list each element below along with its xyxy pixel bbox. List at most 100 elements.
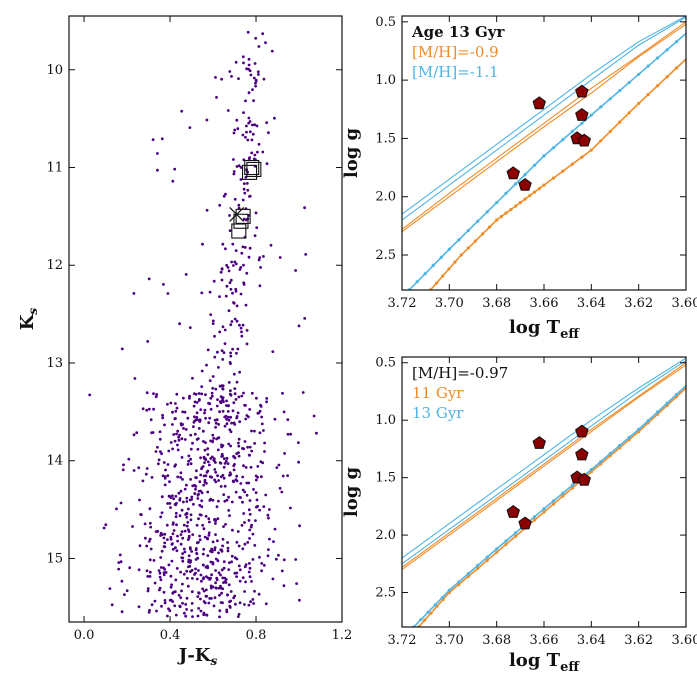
cmd-star-point	[241, 576, 245, 580]
cmd-star-point	[239, 266, 243, 269]
cmd-star-point	[197, 569, 200, 572]
cmd-star-point	[165, 523, 169, 527]
cmd-star-point	[229, 351, 233, 355]
cmd-star-point	[117, 567, 121, 571]
cmd-star-point	[239, 166, 243, 169]
isochrone-point	[674, 40, 679, 44]
cmd-star-point	[201, 523, 205, 527]
x-tick-label: 3.70	[435, 633, 464, 648]
cmd-star-point	[195, 469, 198, 473]
x-tick-label: 3.60	[672, 296, 697, 311]
target-star-marker	[518, 516, 532, 530]
cmd-star-point	[289, 506, 292, 510]
cmd-star-point	[148, 558, 152, 562]
cmd-star-point	[234, 602, 237, 606]
cmd-star-point	[187, 534, 191, 538]
cmd-star-point	[162, 571, 166, 575]
metallicity-y-axis-label: log g	[341, 127, 362, 178]
cmd-star-point	[217, 499, 220, 503]
cmd-star-point	[237, 612, 241, 616]
isochrone-point	[485, 555, 489, 559]
cmd-star-point	[156, 445, 159, 449]
cmd-star-point	[217, 571, 221, 575]
cmd-star-point	[222, 525, 225, 528]
cmd-star-point	[223, 580, 227, 583]
cmd-star-point	[199, 456, 203, 460]
cmd-star-point	[186, 576, 189, 580]
cmd-star-point	[254, 478, 258, 482]
y-tick-label: 2.0	[375, 190, 396, 205]
isochrone-point	[415, 280, 419, 284]
cmd-star-point	[185, 496, 189, 500]
isochrone-point	[485, 210, 489, 214]
target-star-marker	[532, 436, 546, 449]
cmd-star-point	[174, 463, 178, 467]
y-tick-label: 11	[46, 161, 63, 176]
cmd-star-point	[236, 530, 240, 533]
cmd-star-point	[209, 576, 213, 580]
cmd-star-point	[221, 242, 225, 246]
cmd-star-point	[235, 351, 238, 355]
cmd-star-point	[250, 138, 254, 142]
cmd-star-point	[231, 347, 235, 351]
cmd-star-point	[186, 520, 190, 524]
cmd-star-point	[178, 605, 182, 609]
cmd-star-point	[228, 281, 232, 284]
cmd-star-point	[213, 548, 217, 552]
cmd-star-point	[174, 578, 178, 582]
cmd-star-point	[230, 320, 234, 323]
cmd-star-point	[247, 570, 251, 574]
cmd-star-point	[223, 328, 227, 332]
cmd-star-point	[228, 229, 232, 233]
cmd-star-point	[174, 546, 177, 550]
target-star-marker	[506, 166, 520, 180]
isochrone-line	[402, 364, 686, 571]
isochrone-point	[542, 510, 546, 514]
cmd-star-point	[211, 562, 215, 566]
cmd-star-point	[303, 317, 307, 320]
cmd-star-point	[115, 507, 118, 511]
isochrone-line	[402, 16, 686, 221]
isochrone-point	[537, 187, 541, 191]
cmd-star-point	[175, 406, 179, 410]
cmd-star-point	[207, 533, 211, 537]
cmd-star-point	[203, 448, 207, 452]
cmd-star-point	[169, 574, 173, 578]
cmd-star-point	[229, 278, 233, 282]
cmd-star-point	[239, 326, 243, 330]
cmd-star-point	[248, 499, 252, 502]
isochrone-point	[618, 443, 622, 448]
isochrone-point	[509, 207, 513, 212]
cmd-star-point	[160, 604, 163, 608]
cmd-star-point	[220, 278, 224, 282]
isochrone-line	[402, 359, 686, 565]
cmd-star-point	[238, 268, 242, 271]
cmd-star-point	[162, 461, 166, 464]
cmd-star-point	[237, 544, 241, 548]
cmd-star-point	[250, 151, 254, 155]
cmd-star-point	[232, 158, 235, 161]
cmd-star-point	[171, 547, 175, 551]
cmd-star-point	[312, 414, 316, 418]
cmd-star-point	[214, 519, 218, 523]
cmd-star-point	[254, 36, 258, 40]
cmd-star-point	[205, 481, 208, 485]
cmd-star-point	[189, 457, 193, 461]
cmd-star-point	[248, 194, 252, 198]
cmd-star-point	[167, 449, 171, 453]
cmd-star-point	[246, 30, 250, 34]
cmd-star-point	[152, 392, 155, 395]
cmd-star-point	[294, 558, 298, 561]
cmd-star-point	[171, 447, 175, 451]
cmd-star-point	[219, 401, 223, 405]
cmd-star-point	[265, 162, 269, 166]
cmd-star-point	[148, 507, 152, 511]
cmd-star-point	[282, 584, 286, 588]
cmd-star-point	[171, 532, 175, 536]
isochrone-point	[542, 183, 546, 187]
y-tick-label: 1.0	[375, 413, 396, 428]
cmd-star-point	[128, 566, 132, 570]
cmd-star-point	[195, 416, 199, 419]
isochrone-point	[608, 451, 612, 456]
cmd-star-point	[273, 417, 277, 421]
